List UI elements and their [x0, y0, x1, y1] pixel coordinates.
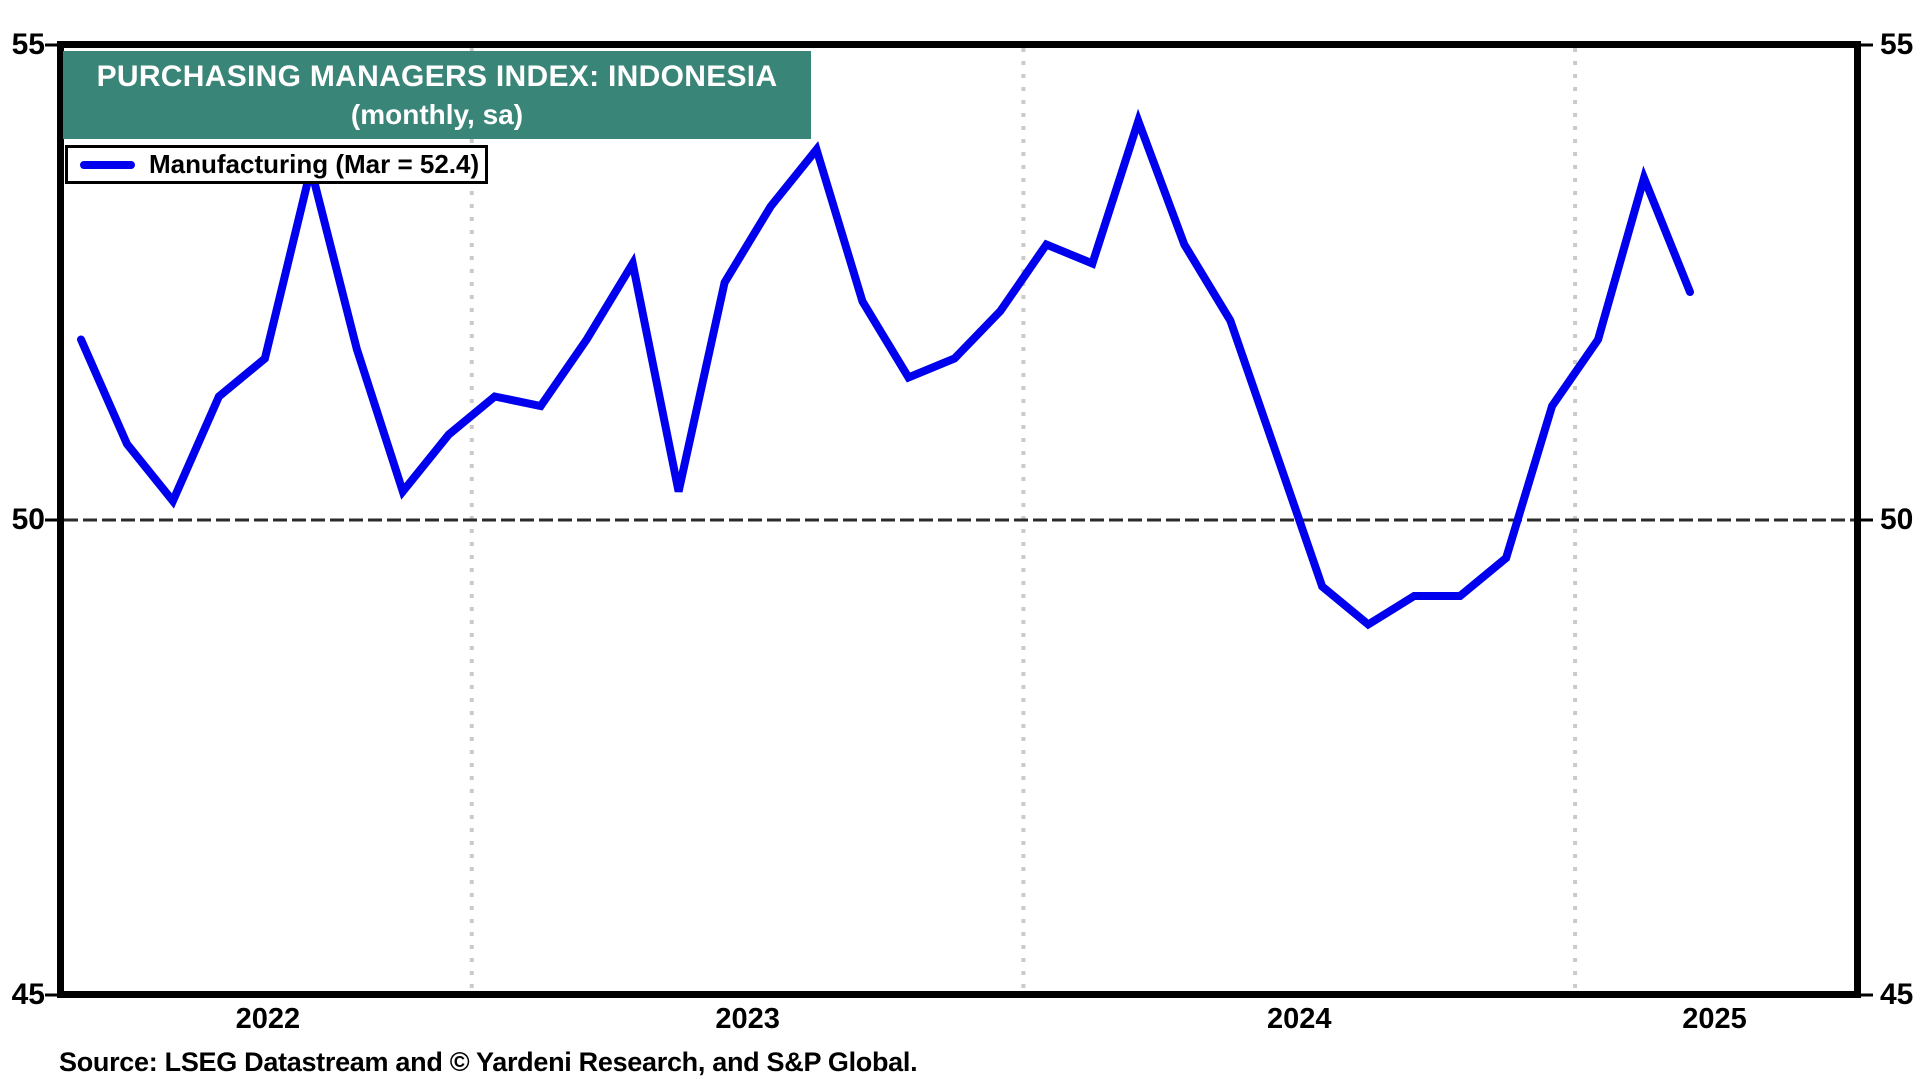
y-axis-label-left-50: 50 — [11, 503, 45, 536]
x-axis-label-2022: 2022 — [235, 1003, 301, 1035]
y-axis-label-left-55: 55 — [11, 28, 45, 61]
title-box: PURCHASING MANAGERS INDEX: INDONESIA (mo… — [63, 51, 811, 139]
y-axis-label-right-45: 45 — [1880, 978, 1914, 1011]
source-attribution: Source: LSEG Datastream and © Yardeni Re… — [59, 1047, 918, 1077]
x-axis-label-2025: 2025 — [1682, 1003, 1747, 1035]
chart-title: PURCHASING MANAGERS INDEX: INDONESIA — [96, 60, 778, 93]
legend-swatch — [80, 160, 135, 169]
y-axis-label-right-55: 55 — [1880, 28, 1914, 61]
legend-box: Manufacturing (Mar = 52.4) — [65, 145, 488, 184]
x-axis-label-2023: 2023 — [715, 1003, 780, 1035]
legend-label: Manufacturing (Mar = 52.4) — [149, 149, 480, 179]
x-axis-label-2024: 2024 — [1266, 1003, 1332, 1035]
y-axis-label-left-45: 45 — [11, 978, 45, 1011]
chart-subtitle: (monthly, sa) — [350, 99, 524, 130]
plot-frame — [57, 41, 1861, 998]
manufacturing-line — [77, 108, 1694, 630]
y-axis-label-right-50: 50 — [1880, 503, 1914, 536]
